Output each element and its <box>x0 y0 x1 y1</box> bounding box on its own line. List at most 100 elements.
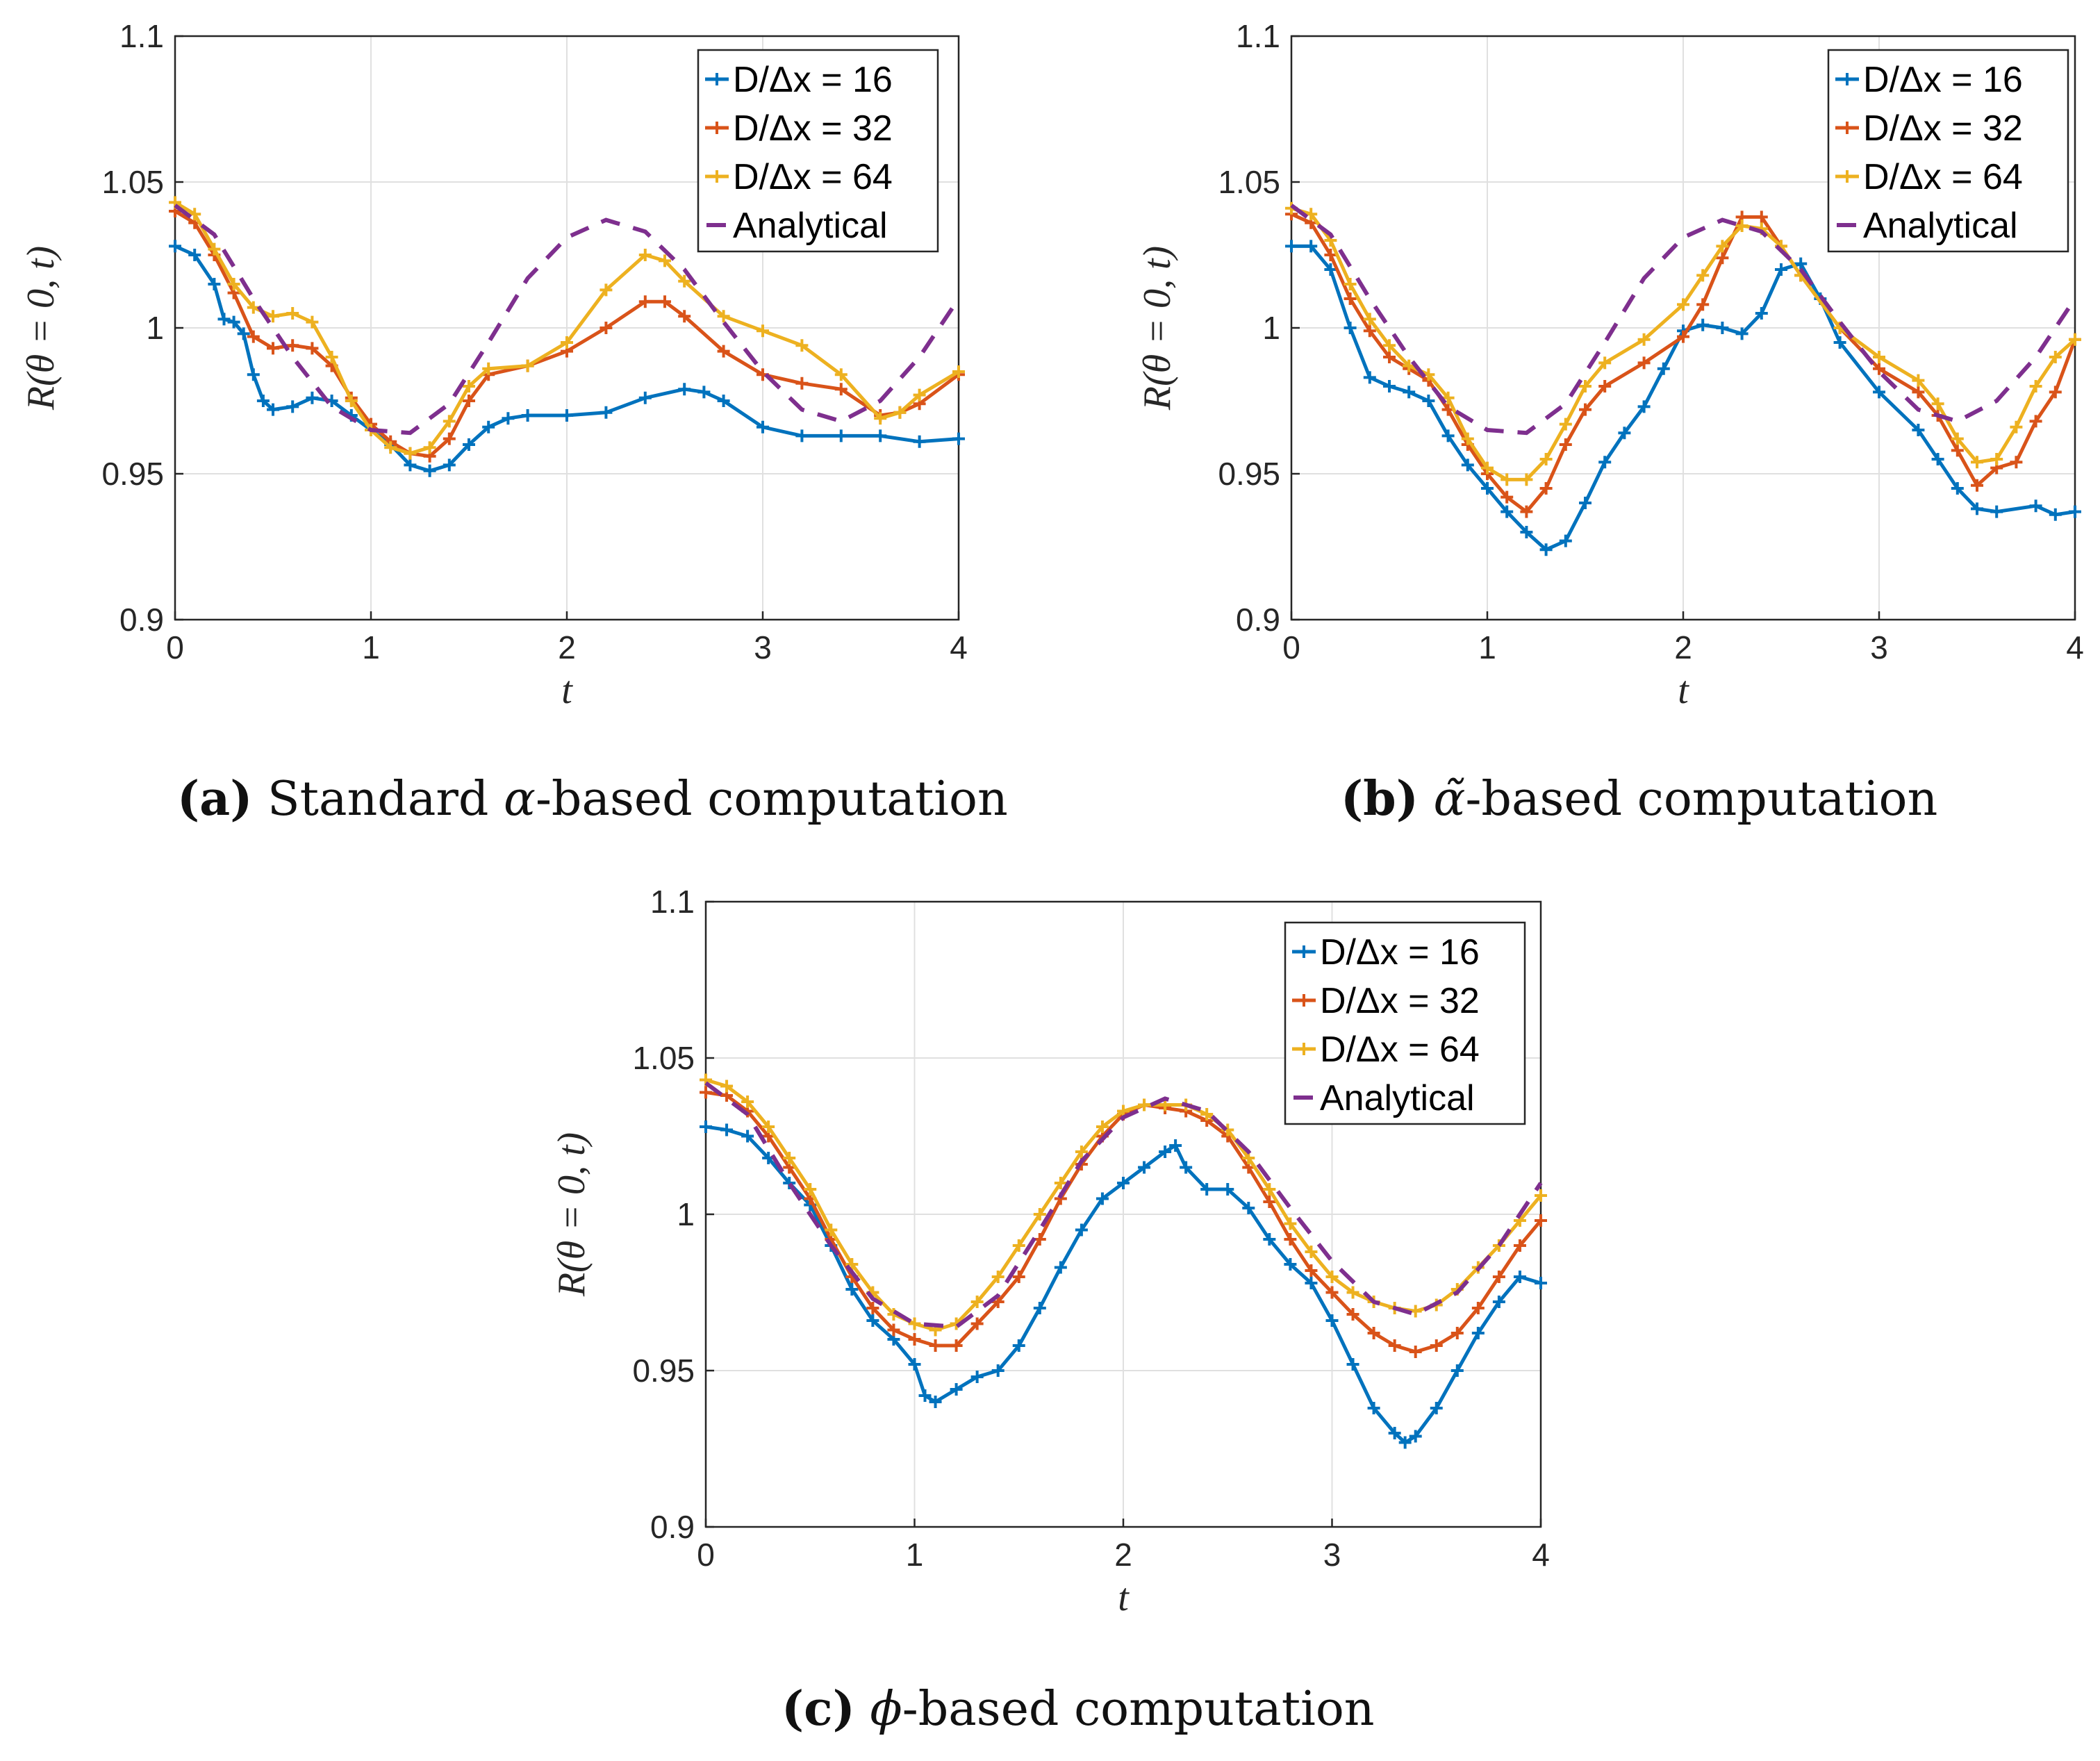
data-point-marker <box>1637 400 1651 413</box>
data-point-marker <box>306 315 319 329</box>
data-point-marker <box>1520 505 1533 518</box>
data-point-marker <box>1343 278 1357 290</box>
series-line <box>1291 244 2076 552</box>
data-point-marker <box>700 1086 712 1099</box>
legend-label: D/Δx = 16 <box>1320 932 1480 973</box>
y-tick-label: 1.05 <box>1218 164 1280 200</box>
legend-marker <box>1841 122 1853 134</box>
data-point-marker <box>600 406 613 419</box>
data-point-marker <box>717 345 730 358</box>
data-point-marker <box>1450 1364 1464 1377</box>
x-tick-label: 2 <box>558 629 576 665</box>
data-point-marker <box>970 1296 984 1308</box>
data-point-marker <box>1971 502 1983 515</box>
data-point-marker <box>1500 490 1514 504</box>
y-tick-label: 1 <box>1262 310 1280 346</box>
x-tick-label: 4 <box>950 629 968 665</box>
data-point-marker <box>638 249 652 261</box>
data-point-marker <box>1403 359 1416 372</box>
legend-label: D/Δx = 32 <box>1863 108 2023 149</box>
data-point-marker <box>1096 1192 1109 1205</box>
data-point-marker <box>825 1223 838 1237</box>
data-point-marker <box>1324 263 1337 276</box>
data-point-marker <box>1305 1277 1318 1289</box>
data-point-marker <box>1450 1327 1464 1339</box>
data-point-marker <box>1912 424 1925 436</box>
data-point-marker <box>1367 1402 1380 1414</box>
series-d-x-64 <box>169 196 965 460</box>
data-point-marker <box>1461 458 1474 472</box>
data-point-marker <box>929 1339 942 1352</box>
chart-b: 0 1 2 3 4 0.9 0.95 1 1.05 1.1 t R(θ = 0, t) D/Δx = 1… <box>1136 18 2084 712</box>
legend-label: Analytical <box>1320 1078 1475 1118</box>
data-point-marker <box>741 1130 754 1143</box>
data-point-marker <box>1305 1264 1318 1277</box>
data-point-marker <box>908 1317 921 1330</box>
data-point-marker <box>227 315 240 329</box>
data-point-marker <box>1325 1271 1339 1283</box>
data-point-marker <box>1075 1146 1088 1158</box>
caption-c-text: -based computation <box>902 1682 1375 1737</box>
data-point-marker <box>1383 339 1396 352</box>
data-point-marker <box>1716 240 1729 253</box>
legend-label: D/Δx = 32 <box>733 108 893 149</box>
data-point-marker <box>1971 456 1983 469</box>
caption-a-symbol: α <box>504 772 536 827</box>
data-point-marker <box>1343 292 1357 305</box>
data-point-marker <box>1971 479 1983 492</box>
data-point-marker <box>1951 482 1964 495</box>
series-d-x-16 <box>700 1121 1547 1449</box>
data-point-marker <box>913 435 926 448</box>
data-point-marker <box>1492 1296 1505 1308</box>
data-point-marker <box>952 365 965 378</box>
data-point-marker <box>1500 473 1514 486</box>
caption-a-letter: (a) <box>177 771 253 827</box>
data-point-marker <box>991 1364 1004 1377</box>
series-line <box>705 1125 1541 1444</box>
data-point-marker <box>1696 318 1710 331</box>
y-tick-label: 1.1 <box>1236 18 1280 54</box>
data-point-marker <box>1324 249 1337 261</box>
data-point-marker <box>217 313 231 326</box>
legend-label: D/Δx = 16 <box>733 60 893 100</box>
data-point-marker <box>845 1283 859 1296</box>
legend: D/Δx = 16 D/Δx = 32 D/Δx = 64 Analytical <box>1284 921 1526 1125</box>
data-point-marker <box>1696 269 1710 282</box>
data-point-marker <box>913 388 926 402</box>
data-point-marker <box>561 336 573 349</box>
data-point-marker <box>1054 1261 1067 1274</box>
data-point-marker <box>1598 356 1612 370</box>
legend-marker <box>1298 994 1310 1007</box>
caption-c-letter: (c) <box>782 1681 855 1737</box>
data-point-marker <box>2029 499 2042 513</box>
y-tick-label: 1.1 <box>650 884 695 920</box>
data-point-marker <box>1138 1098 1151 1111</box>
data-point-marker <box>2049 351 2062 363</box>
data-point-marker <box>720 1123 734 1136</box>
data-point-marker <box>697 386 711 399</box>
data-point-marker <box>1033 1208 1046 1221</box>
data-point-marker <box>1409 1346 1422 1358</box>
data-point-marker <box>423 464 436 477</box>
data-point-marker <box>188 249 201 261</box>
data-point-marker <box>866 1302 879 1314</box>
data-point-marker <box>482 362 495 375</box>
data-point-marker <box>1242 1202 1255 1214</box>
data-point-marker <box>1461 432 1474 445</box>
data-point-marker <box>1618 427 1631 440</box>
data-point-marker <box>208 242 221 256</box>
data-point-marker <box>1951 432 1964 445</box>
legend: D/Δx = 16 D/Δx = 32 D/Δx = 64 Analytical <box>697 49 939 253</box>
x-tick-label: 0 <box>166 629 184 665</box>
data-point-marker <box>1305 1246 1318 1258</box>
data-point-marker <box>1873 351 1885 363</box>
y-tick-label: 0.95 <box>1218 456 1280 492</box>
data-point-marker <box>1363 324 1376 338</box>
data-point-marker <box>2049 508 2062 521</box>
caption-b: (b) α̃-based computation <box>1341 771 1937 827</box>
data-point-marker <box>638 295 652 308</box>
data-point-marker <box>908 1358 921 1371</box>
data-point-marker <box>1520 473 1533 486</box>
data-point-marker <box>1159 1146 1172 1158</box>
